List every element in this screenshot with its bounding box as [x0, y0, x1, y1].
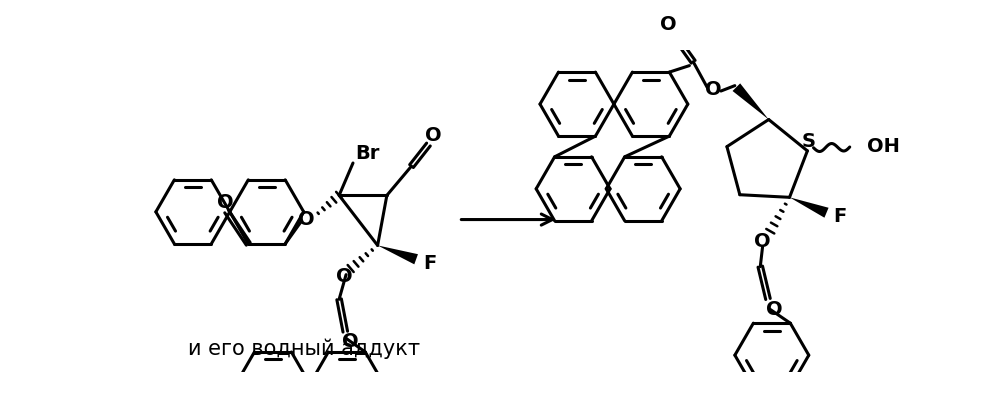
- Text: S: S: [802, 132, 816, 151]
- Text: O: O: [299, 211, 315, 229]
- Text: O: O: [217, 193, 234, 212]
- Polygon shape: [789, 197, 828, 218]
- Text: F: F: [423, 254, 437, 273]
- Text: O: O: [660, 15, 677, 34]
- Text: OH: OH: [867, 138, 900, 156]
- Text: O: O: [766, 300, 782, 319]
- Text: и его водный аддукт: и его водный аддукт: [189, 339, 421, 359]
- Text: O: O: [425, 126, 442, 145]
- Text: O: O: [343, 332, 359, 351]
- Text: O: O: [705, 80, 721, 99]
- Polygon shape: [378, 245, 418, 264]
- Text: F: F: [833, 207, 847, 226]
- Polygon shape: [732, 83, 768, 120]
- Text: O: O: [337, 267, 353, 286]
- Text: Br: Br: [356, 144, 380, 163]
- Text: O: O: [754, 232, 771, 251]
